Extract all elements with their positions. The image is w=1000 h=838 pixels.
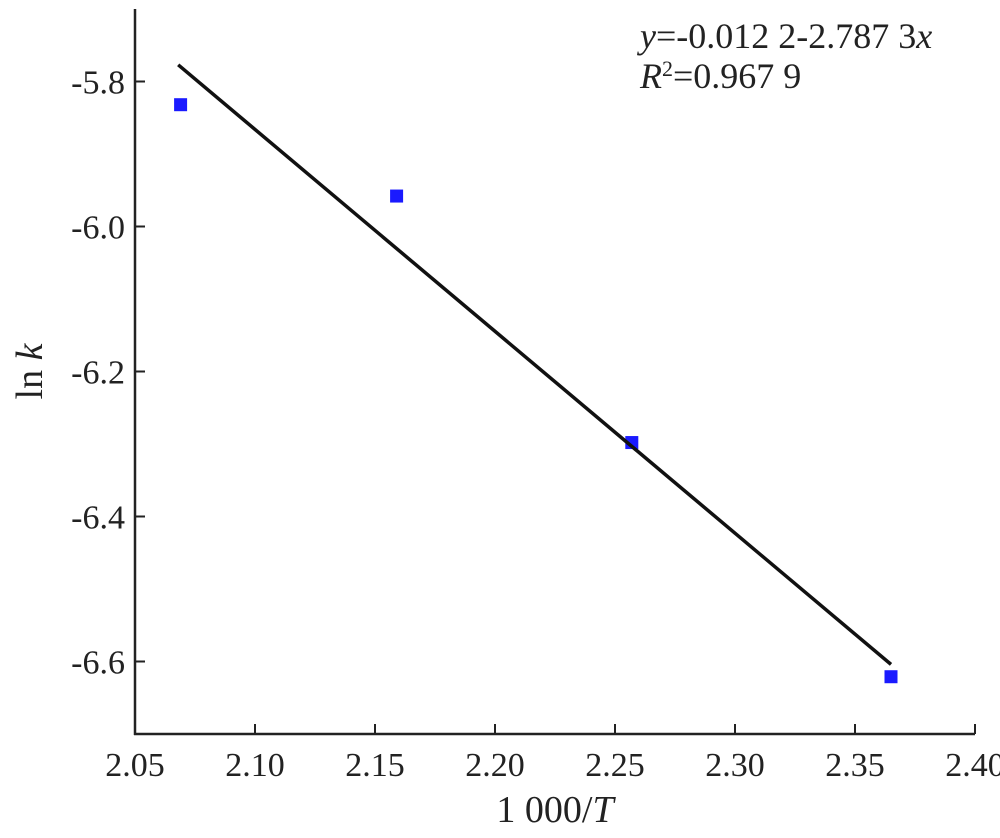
- text-part: T: [592, 789, 616, 831]
- annotation: y=-0.012 2-2.787 3x: [637, 16, 932, 56]
- data-point: [390, 189, 404, 203]
- y-tick-label: -6.2: [71, 355, 125, 392]
- text-part: x: [915, 16, 932, 56]
- annotation: R2=0.967 9: [639, 56, 801, 97]
- text-part: R: [639, 56, 662, 96]
- text-part: y: [637, 16, 656, 56]
- text-part: 1 000/: [496, 789, 593, 831]
- text-part: 2: [662, 56, 673, 81]
- y-axis-label: ln k: [9, 342, 51, 399]
- x-tick-label: 2.30: [705, 747, 765, 784]
- text-part: =-0.012 2-2.787 3: [656, 16, 916, 56]
- x-tick-label: 2.10: [225, 747, 285, 784]
- fit-line: [177, 63, 893, 666]
- x-tick-label: 2.35: [825, 747, 885, 784]
- x-tick-label: 2.05: [105, 747, 165, 784]
- text-part: k: [9, 342, 51, 360]
- x-tick-label: 2.15: [345, 747, 405, 784]
- text-part: ln: [9, 360, 51, 399]
- data-point: [884, 670, 898, 684]
- x-axis-label: 1 000/T: [496, 789, 616, 831]
- y-tick-label: -6.0: [71, 210, 125, 247]
- y-tick-label: -5.8: [71, 65, 125, 102]
- x-tick-label: 2.25: [585, 747, 645, 784]
- x-tick-label: 2.40: [945, 747, 1000, 784]
- data-point: [174, 98, 188, 112]
- x-tick-label: 2.20: [465, 747, 525, 784]
- text-part: =0.967 9: [673, 56, 801, 96]
- y-tick-label: -6.4: [71, 500, 125, 537]
- y-tick-label: -6.6: [71, 645, 125, 682]
